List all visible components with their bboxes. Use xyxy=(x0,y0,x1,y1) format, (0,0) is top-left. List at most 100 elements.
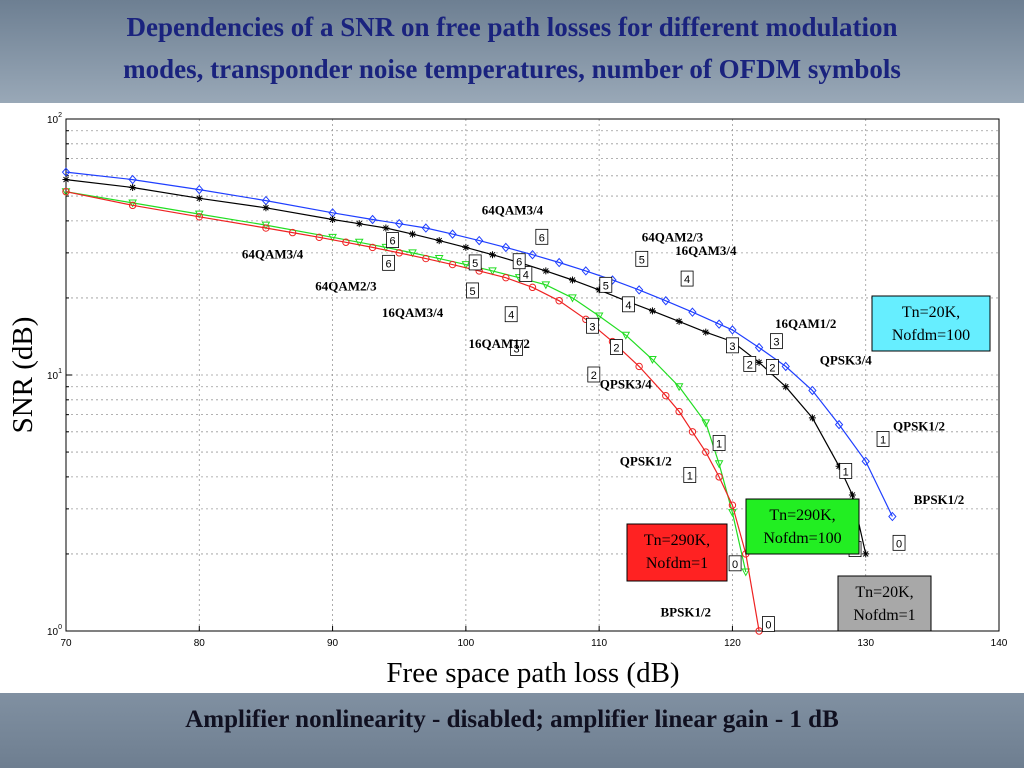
modulation-label: 16QAM3/4 xyxy=(675,243,737,258)
condition-box xyxy=(626,523,728,582)
mode-box xyxy=(386,232,399,248)
slide-title: Dependencies of a SNR on free path losse… xyxy=(0,6,1024,90)
data-point-red xyxy=(555,297,563,305)
mode-box xyxy=(504,306,518,323)
mode-box-number: 4 xyxy=(625,300,631,312)
data-point-red xyxy=(662,392,670,400)
slide-footer: Amplifier nonlinearity - disabled; ampli… xyxy=(185,706,839,733)
data-point-blue xyxy=(888,511,897,522)
data-point-green xyxy=(568,294,577,303)
y-tick-label: 101 xyxy=(47,368,62,382)
data-point-blue xyxy=(501,242,511,253)
data-point-red xyxy=(715,473,723,481)
mode-box-number: 2 xyxy=(747,359,753,371)
data-point-blue xyxy=(528,249,537,260)
data-point-green xyxy=(701,419,711,428)
mode-box xyxy=(680,270,694,287)
x-axis-label-group: Free space path loss (dB) xyxy=(333,652,733,690)
mode-box xyxy=(712,435,726,451)
mode-box-number: 3 xyxy=(589,321,595,333)
data-point-green xyxy=(648,355,657,365)
mode-box xyxy=(382,254,395,271)
data-point-black xyxy=(648,307,656,315)
data-point-black xyxy=(62,176,70,184)
data-point-green xyxy=(488,267,497,276)
x-axis-label: Free space path loss (dB) xyxy=(386,657,679,689)
condition-line-2: Nofdm=1 xyxy=(853,607,915,624)
data-point-red xyxy=(368,243,377,252)
modulation-label: 16QAM1/2 xyxy=(775,316,836,331)
x-tick-label: 80 xyxy=(194,638,206,649)
data-point-red xyxy=(528,283,537,292)
mode-box-number: 2 xyxy=(769,362,775,374)
modulation-label: 64QAM3/4 xyxy=(242,247,304,262)
mode-box xyxy=(766,359,779,375)
modulation-label: 64QAM2/3 xyxy=(315,278,377,293)
data-point-black xyxy=(808,414,816,422)
modulation-label: 64QAM3/4 xyxy=(482,202,544,217)
data-point-red xyxy=(195,213,203,221)
data-point-blue xyxy=(808,385,817,396)
data-point-black xyxy=(755,358,763,366)
modulation-label: 64QAM2/3 xyxy=(642,229,704,244)
mode-box xyxy=(535,228,549,245)
data-point-black xyxy=(382,224,390,232)
data-point-black xyxy=(542,267,550,275)
mode-box-number: 0 xyxy=(896,538,902,550)
data-point-green xyxy=(128,199,137,208)
modulation-label: QPSK1/2 xyxy=(893,418,945,433)
condition-line-1: Tn=20K, xyxy=(855,584,913,601)
data-point-black xyxy=(702,328,710,336)
data-point-blue xyxy=(581,266,590,276)
mode-box-number: 1 xyxy=(716,439,722,451)
x-tick-label: 140 xyxy=(991,638,1008,649)
data-point-red xyxy=(675,407,683,416)
mode-box xyxy=(762,616,775,632)
mode-box-number: 6 xyxy=(516,257,522,269)
x-tick-label: 130 xyxy=(857,638,874,649)
mode-box xyxy=(512,253,526,270)
data-point-black xyxy=(489,251,497,259)
data-point-blue xyxy=(728,325,737,335)
condition-line-1: Tn=290K, xyxy=(769,507,835,524)
data-point-green xyxy=(461,261,471,270)
mode-box xyxy=(587,366,601,383)
mode-box xyxy=(610,339,623,355)
modulation-label: BPSK1/2 xyxy=(660,605,711,620)
data-point-green xyxy=(541,281,551,290)
data-point-black xyxy=(195,194,203,202)
data-point-blue xyxy=(128,174,137,185)
mode-box-number: 5 xyxy=(639,254,645,266)
mode-box-number: 6 xyxy=(539,232,545,244)
modulation-label: QPSK3/4 xyxy=(600,376,653,391)
data-point-blue xyxy=(395,218,404,229)
mode-box-number: 3 xyxy=(729,341,735,353)
series-line-blue xyxy=(65,171,893,517)
condition-box xyxy=(871,295,991,352)
data-point-blue xyxy=(634,285,644,295)
data-point-black xyxy=(462,243,470,251)
data-point-blue xyxy=(781,361,790,372)
data-point-black xyxy=(675,317,683,325)
modulation-label: BPSK1/2 xyxy=(914,492,965,507)
mode-box-number: 3 xyxy=(773,337,779,349)
y-axis-label: SNR (dB) xyxy=(7,317,39,434)
mode-box-number: 5 xyxy=(469,286,475,298)
data-point-red xyxy=(315,233,323,242)
y-tick-label: 100 xyxy=(47,624,62,638)
condition-line-1: Tn=20K, xyxy=(902,304,960,321)
data-point-black xyxy=(355,220,363,228)
data-point-blue xyxy=(834,419,844,430)
mode-box-number: 1 xyxy=(880,434,886,446)
mode-box-number: 6 xyxy=(389,236,395,248)
title-line-2: modes, transponder noise temperatures, n… xyxy=(123,54,901,84)
y-tick-label: 102 xyxy=(47,112,62,126)
x-tick-label: 110 xyxy=(591,638,607,649)
condition-box xyxy=(745,498,860,555)
data-point-green xyxy=(408,249,417,258)
data-point-black xyxy=(435,237,443,245)
data-point-red xyxy=(702,448,710,456)
mode-box-number: 3 xyxy=(513,343,519,355)
